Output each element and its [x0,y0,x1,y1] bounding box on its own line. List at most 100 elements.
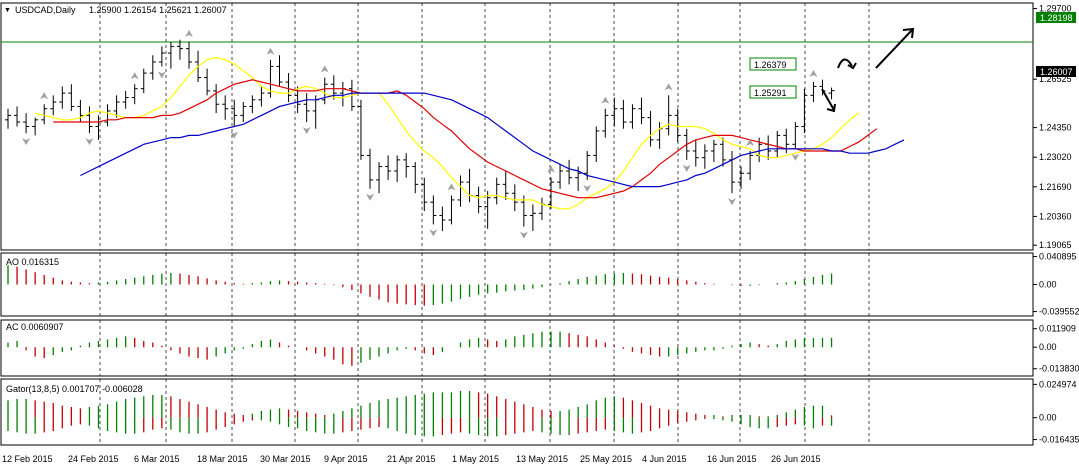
ohlc-bar [674,108,681,143]
ohlc-bar [403,153,410,178]
axes: 12 Feb 2015 24 Feb 2015 6 Mar 2015 18 Mar 2… [2,4,1079,464]
line-ma-slow [80,92,905,188]
ohlc-bar [50,95,57,116]
price-tick-label: 1.29700 [1039,4,1072,14]
current-price-label: 1.26007 [1040,67,1073,77]
ohlc-bar [484,191,491,229]
ohlc-bar [213,84,220,114]
chart-title: USDCAD,Daily [15,5,76,15]
ohlc-bar [86,106,93,134]
ohlc-bar [792,122,799,149]
ohlc-bar [701,144,708,169]
ohlc-bar [77,99,84,123]
fractal-down-icon [519,231,528,239]
ohlc-bar [765,135,772,160]
date-tick-label: 30 Mar 2015 [260,454,311,464]
ohlc-bar [538,197,545,220]
ac-tick-label: 0.011909 [1039,324,1076,334]
ohlc-bar [276,55,283,87]
ohlc-bar [131,84,138,105]
price-label-box-2 [749,85,797,99]
ohlc-bar [729,150,735,194]
ohlc-bar [412,162,419,194]
ohlc-bar [95,115,102,140]
ohlc-bar [520,195,527,227]
curved-arrow-icon [837,58,857,70]
ohlc-bar [457,175,464,207]
ohlc-bar [5,108,11,129]
ao-tick-label: 0.00 [1039,280,1057,290]
ao-title: AO 0.016315 [6,257,59,267]
ohlc-bar [692,139,699,167]
ohlc-bar [439,206,446,232]
gator-title: Gator(13,8,5) 0.001707 -0.006028 [6,384,143,394]
fractal-down-icon [583,184,592,192]
triangle-down-icon[interactable]: ▼ [4,7,11,14]
arrow-down-right-icon [821,88,836,113]
ohlc-bar [140,68,147,94]
ohlc-bar [493,177,500,205]
pane-frame-ac [0,319,1034,377]
ohlc-bar [638,97,645,125]
fractal-down-icon [302,127,311,135]
ohlc-bar [548,177,554,209]
ohlc-bar [167,41,174,69]
fractal-down-icon [728,198,736,206]
ao-tick-label: -0.039552 [1039,307,1079,317]
fractal-down-icon [791,153,800,161]
fractal-up-icon [809,69,818,77]
ohlc-bar [68,84,75,111]
ohlc-bar [511,184,518,212]
ohlc-bar [719,137,726,167]
ac-tick-label: -0.013830 [1039,364,1079,374]
fractal-up-icon [40,92,49,100]
resistance-label-box [1036,12,1076,23]
ohlc-bar [394,155,401,183]
ohlc-bar [801,88,808,134]
fractal-down-icon [22,138,31,146]
line-ma-mid [53,79,878,199]
fractal-up-icon [664,83,673,91]
ohlc-bar [122,90,129,109]
price-label-2: 1.25291 [754,88,787,98]
ohlc-bar [249,95,256,114]
fractal-up-icon [547,165,555,173]
date-tick-label: 21 Apr 2015 [387,454,436,464]
ohlc-bar [566,159,573,185]
ohlc-bar [747,150,754,180]
fractal-down-icon [682,164,691,172]
ohlc-bar [448,195,455,225]
ohlc-bar [629,104,636,129]
ohlc-bar [611,97,618,127]
ohlc-bar [158,46,165,67]
ohlc-bar [783,128,790,154]
price-label-box-1 [749,57,797,71]
ohlc-bar [385,155,392,180]
fractal-up-icon [746,138,755,146]
ohlc-bar [421,177,428,212]
ohlc-bar [285,73,292,103]
ohlc-bar [222,95,229,120]
ohlc-bar [357,99,364,160]
ohlc-bar [41,104,48,125]
indicator-panes[interactable] [7,265,833,437]
fractal-up-icon [266,47,275,55]
ohlc-bar [186,41,192,69]
fractal-down-icon [366,193,374,201]
price-tick-label: 1.23020 [1039,152,1072,162]
price-pane[interactable] [1,29,1033,239]
fractal-down-icon [230,131,239,139]
date-tick-label: 4 Jun 2015 [642,454,687,464]
ohlc-bar [303,93,310,123]
ohlc-bar [32,117,39,136]
fractal-up-icon [447,183,456,191]
gator-tick-label: 0.00 [1039,413,1057,423]
price-label-1: 1.26379 [754,60,787,70]
date-tick-label: 25 May 2015 [580,454,632,464]
pane-frame-gator [0,378,1034,446]
price-tick-label: 1.19065 [1039,240,1072,250]
ohlc-bar [231,99,238,127]
date-tick-label: 12 Feb 2015 [2,454,53,464]
ac-title: AC 0.0060907 [6,322,64,332]
